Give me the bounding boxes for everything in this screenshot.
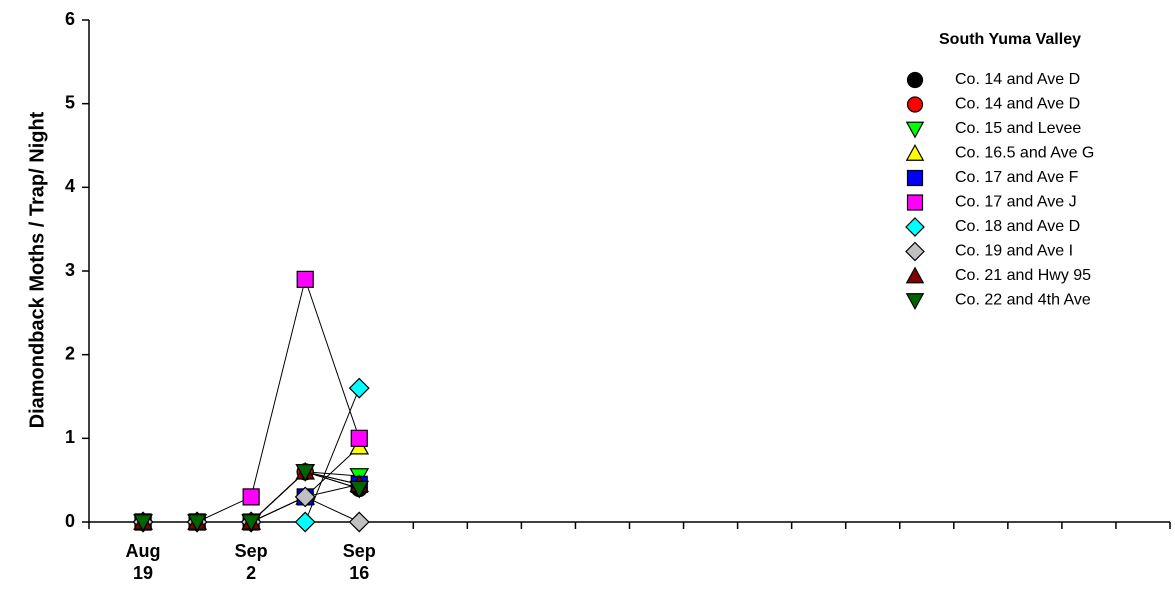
y-tick-label: 5	[65, 92, 75, 112]
legend-marker	[905, 266, 925, 284]
marker	[242, 488, 260, 506]
legend-marker	[905, 144, 925, 161]
marker	[241, 514, 261, 533]
series-line	[143, 277, 360, 523]
legend-label: Co. 21 and Hwy 95	[955, 267, 1091, 284]
marker	[296, 270, 314, 288]
legend-marker	[905, 121, 925, 139]
y-tick-label: 2	[65, 343, 75, 363]
marker	[187, 514, 207, 533]
x-tick-label: Sep 2	[234, 541, 268, 583]
legend-title: South Yuma Valley	[939, 31, 1081, 48]
x-tick-label: Aug 19	[125, 541, 161, 583]
legend-label: Co. 14 and Ave D	[955, 71, 1080, 88]
marker	[294, 486, 316, 508]
marker	[350, 429, 368, 447]
legend-label: Co. 22 and 4th Ave	[955, 292, 1091, 309]
y-tick-label: 3	[65, 260, 75, 280]
marker	[349, 480, 370, 499]
legend-marker	[906, 169, 924, 187]
y-tick-label: 4	[65, 176, 75, 196]
y-axis-label: Diamondback Moths / Trap/ Night	[26, 111, 48, 428]
marker	[294, 511, 316, 533]
y-tick-label: 0	[65, 511, 75, 531]
legend-marker	[905, 217, 925, 237]
marker	[295, 464, 316, 482]
marker	[348, 511, 370, 533]
legend-marker	[906, 71, 924, 89]
legend-label: Co. 17 and Ave J	[955, 194, 1077, 211]
legend-label: Co. 17 and Ave F	[955, 169, 1079, 186]
marker	[133, 514, 153, 533]
legend-label: Co. 16.5 and Ave G	[955, 145, 1094, 162]
legend-label: Co. 19 and Ave I	[955, 243, 1073, 260]
x-tick-label: Sep 16	[342, 541, 376, 583]
series-line	[143, 446, 360, 523]
y-tick-label: 6	[65, 9, 75, 29]
y-tick-label: 1	[65, 427, 75, 447]
legend-marker	[906, 194, 924, 211]
legend-label: Co. 18 and Ave D	[955, 218, 1080, 235]
marker	[348, 377, 370, 399]
legend-marker	[905, 293, 925, 310]
legend-marker	[906, 96, 924, 113]
legend-label: Co. 14 and Ave D	[955, 96, 1080, 113]
legend-label: Co. 15 and Levee	[955, 120, 1081, 137]
legend-marker	[905, 241, 925, 262]
